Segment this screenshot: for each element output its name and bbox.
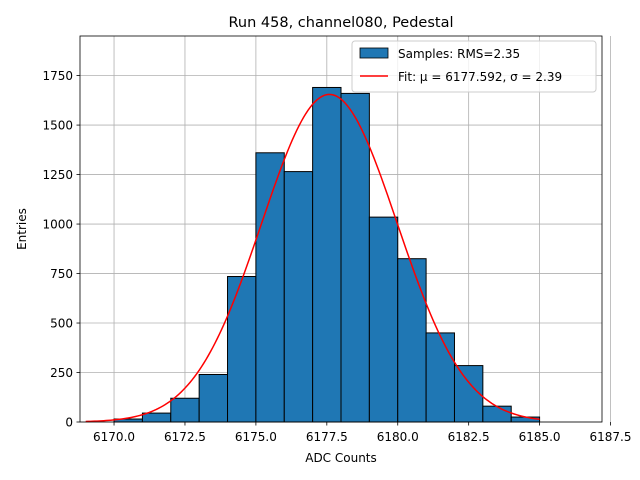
histogram-bar <box>368 216 399 423</box>
gaussian-fit-line <box>85 93 540 423</box>
x-axis: 6170.0 6172.5 6175.0 6177.5 6180.0 6182.5 6185… <box>93 422 632 444</box>
y-tick-label: 1250 <box>42 168 73 182</box>
legend-box <box>351 40 597 93</box>
histogram-bar <box>340 92 370 423</box>
legend-swatch-samples <box>359 47 389 59</box>
histogram-bar <box>198 373 229 423</box>
histogram-bar <box>482 405 512 423</box>
histogram-bars <box>113 86 541 423</box>
y-axis-title: Entries <box>15 208 29 250</box>
y-tick-label: 1750 <box>42 69 73 83</box>
x-tick-label: 6170.0 <box>93 430 135 444</box>
legend-label-fit: Fit: μ = 6177.592, σ = 2.39 <box>398 70 562 84</box>
x-tick-label: 6187.5 <box>590 430 632 444</box>
x-tick-label: 6175.0 <box>235 430 277 444</box>
legend-label-samples: Samples: RMS=2.35 <box>398 47 520 61</box>
histogram-bar <box>227 276 257 423</box>
y-tick-label: 1500 <box>42 119 73 133</box>
chart-title: Run 458, channel080, Pedestal <box>228 15 453 31</box>
x-tick-label: 6180.0 <box>377 430 419 444</box>
legend: Samples: RMS=2.35 Fit: μ = 6177.592, σ =… <box>351 40 597 93</box>
x-tick-label: 6177.5 <box>306 430 348 444</box>
y-axis: 0 250 500 750 1000 1250 1500 1750 <box>42 69 80 430</box>
histogram-bar <box>453 365 484 423</box>
x-tick-label: 6172.5 <box>164 430 206 444</box>
x-axis-title: ADC Counts <box>305 451 377 465</box>
histogram-bar <box>397 258 427 423</box>
histogram-bar <box>170 397 200 423</box>
y-tick-label: 1000 <box>42 218 73 232</box>
plot-frame <box>79 35 603 423</box>
y-tick-label: 250 <box>50 366 73 380</box>
histogram-bar <box>283 171 314 423</box>
histogram-bar <box>255 152 285 423</box>
histogram-bar <box>312 86 342 423</box>
y-tick-label: 750 <box>50 267 73 281</box>
x-tick-label: 6185.0 <box>519 430 561 444</box>
y-tick-label: 500 <box>50 317 73 331</box>
histogram-bar <box>425 332 455 423</box>
y-tick-label: 0 <box>65 416 73 430</box>
x-tick-label: 6182.5 <box>448 430 490 444</box>
histogram-bar <box>141 412 172 423</box>
histogram-bar <box>510 416 541 423</box>
